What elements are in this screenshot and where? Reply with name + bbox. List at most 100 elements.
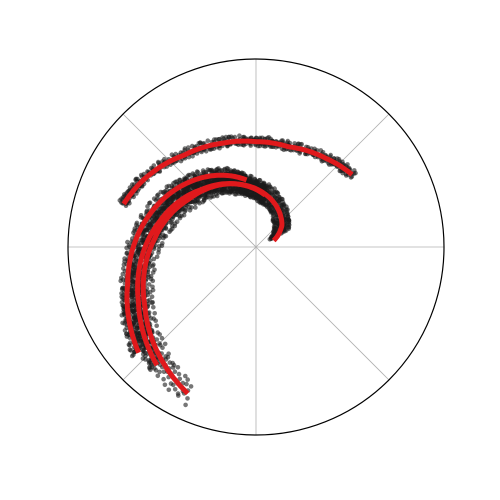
data-point bbox=[146, 360, 152, 366]
spiral-arm-3 bbox=[135, 181, 267, 367]
data-point bbox=[118, 278, 123, 284]
data-point bbox=[159, 335, 165, 341]
data-point bbox=[151, 214, 156, 220]
data-point bbox=[148, 367, 153, 373]
data-point bbox=[237, 133, 242, 138]
data-point bbox=[121, 306, 126, 312]
data-point bbox=[182, 148, 187, 153]
data-point bbox=[154, 254, 160, 260]
data-point bbox=[176, 393, 181, 398]
data-point bbox=[124, 245, 129, 251]
data-point bbox=[155, 193, 160, 198]
data-point bbox=[153, 318, 158, 324]
data-point bbox=[166, 387, 172, 393]
data-point bbox=[150, 270, 156, 275]
data-point bbox=[151, 305, 156, 310]
data-point bbox=[129, 182, 135, 187]
data-point bbox=[232, 134, 238, 140]
data-point bbox=[194, 169, 200, 174]
data-point bbox=[162, 156, 167, 162]
data-point bbox=[157, 369, 162, 375]
data-point bbox=[167, 229, 172, 235]
data-point bbox=[201, 195, 207, 201]
data-point bbox=[166, 351, 171, 357]
data-point bbox=[184, 381, 189, 387]
data-point bbox=[124, 250, 130, 256]
data-point bbox=[271, 190, 277, 195]
data-point bbox=[171, 382, 176, 388]
data-point bbox=[185, 396, 190, 401]
data-point bbox=[162, 189, 168, 194]
data-point bbox=[161, 369, 167, 375]
data-point bbox=[219, 187, 224, 192]
data-point bbox=[164, 184, 170, 189]
data-point bbox=[188, 384, 194, 389]
data-point bbox=[161, 235, 166, 241]
data-point bbox=[153, 198, 159, 203]
data-point bbox=[172, 369, 178, 375]
data-point bbox=[162, 341, 168, 347]
data-point bbox=[121, 311, 127, 317]
data-point bbox=[154, 323, 159, 329]
data-point bbox=[183, 373, 188, 379]
data-point bbox=[129, 309, 135, 314]
data-point bbox=[182, 176, 187, 181]
data-point bbox=[155, 373, 161, 379]
data-point bbox=[162, 382, 168, 388]
polar-grid bbox=[68, 59, 444, 435]
data-point bbox=[151, 256, 157, 262]
data-point bbox=[175, 365, 181, 370]
data-point bbox=[276, 194, 282, 200]
polar-boundary bbox=[67, 58, 445, 436]
data-point bbox=[124, 334, 130, 339]
data-point bbox=[138, 237, 144, 243]
data-point bbox=[153, 368, 159, 373]
data-point bbox=[177, 376, 183, 382]
data-point bbox=[119, 287, 125, 292]
data-point bbox=[131, 230, 136, 235]
data-point bbox=[248, 143, 253, 148]
data-point bbox=[122, 321, 127, 326]
data-point bbox=[134, 325, 140, 331]
data-point bbox=[138, 215, 144, 220]
data-point bbox=[151, 163, 157, 168]
data-point bbox=[172, 387, 178, 392]
data-point bbox=[130, 282, 136, 287]
data-point bbox=[150, 278, 156, 284]
data-point bbox=[127, 347, 133, 353]
data-point bbox=[120, 271, 126, 277]
data-point bbox=[129, 353, 135, 359]
data-point bbox=[185, 377, 190, 382]
grid-spoke-315 bbox=[255, 246, 390, 381]
data-point bbox=[152, 311, 157, 316]
data-point bbox=[134, 249, 140, 255]
data-point bbox=[186, 145, 191, 150]
data-point bbox=[187, 208, 193, 213]
data-point bbox=[167, 360, 173, 365]
data-point bbox=[119, 294, 124, 300]
data-point bbox=[183, 402, 188, 408]
data-point bbox=[127, 343, 132, 348]
data-point bbox=[205, 138, 211, 143]
data-point bbox=[229, 169, 234, 175]
spiral-arm-1 bbox=[121, 138, 354, 206]
data-point bbox=[157, 332, 162, 337]
data-point bbox=[158, 342, 163, 348]
data-point bbox=[170, 365, 176, 370]
data-point bbox=[299, 141, 305, 147]
data-point bbox=[141, 349, 146, 354]
data-point bbox=[176, 371, 182, 377]
data-point bbox=[155, 159, 161, 165]
data-point bbox=[175, 193, 180, 198]
data-point bbox=[140, 344, 146, 350]
data-point bbox=[156, 250, 161, 255]
data-point bbox=[353, 170, 358, 176]
data-point bbox=[140, 356, 146, 361]
data-point bbox=[145, 204, 150, 209]
data-point bbox=[170, 216, 175, 222]
data-point bbox=[146, 282, 152, 287]
spiral-arm-curves bbox=[121, 138, 354, 396]
data-point bbox=[121, 262, 127, 267]
data-point bbox=[159, 205, 164, 211]
